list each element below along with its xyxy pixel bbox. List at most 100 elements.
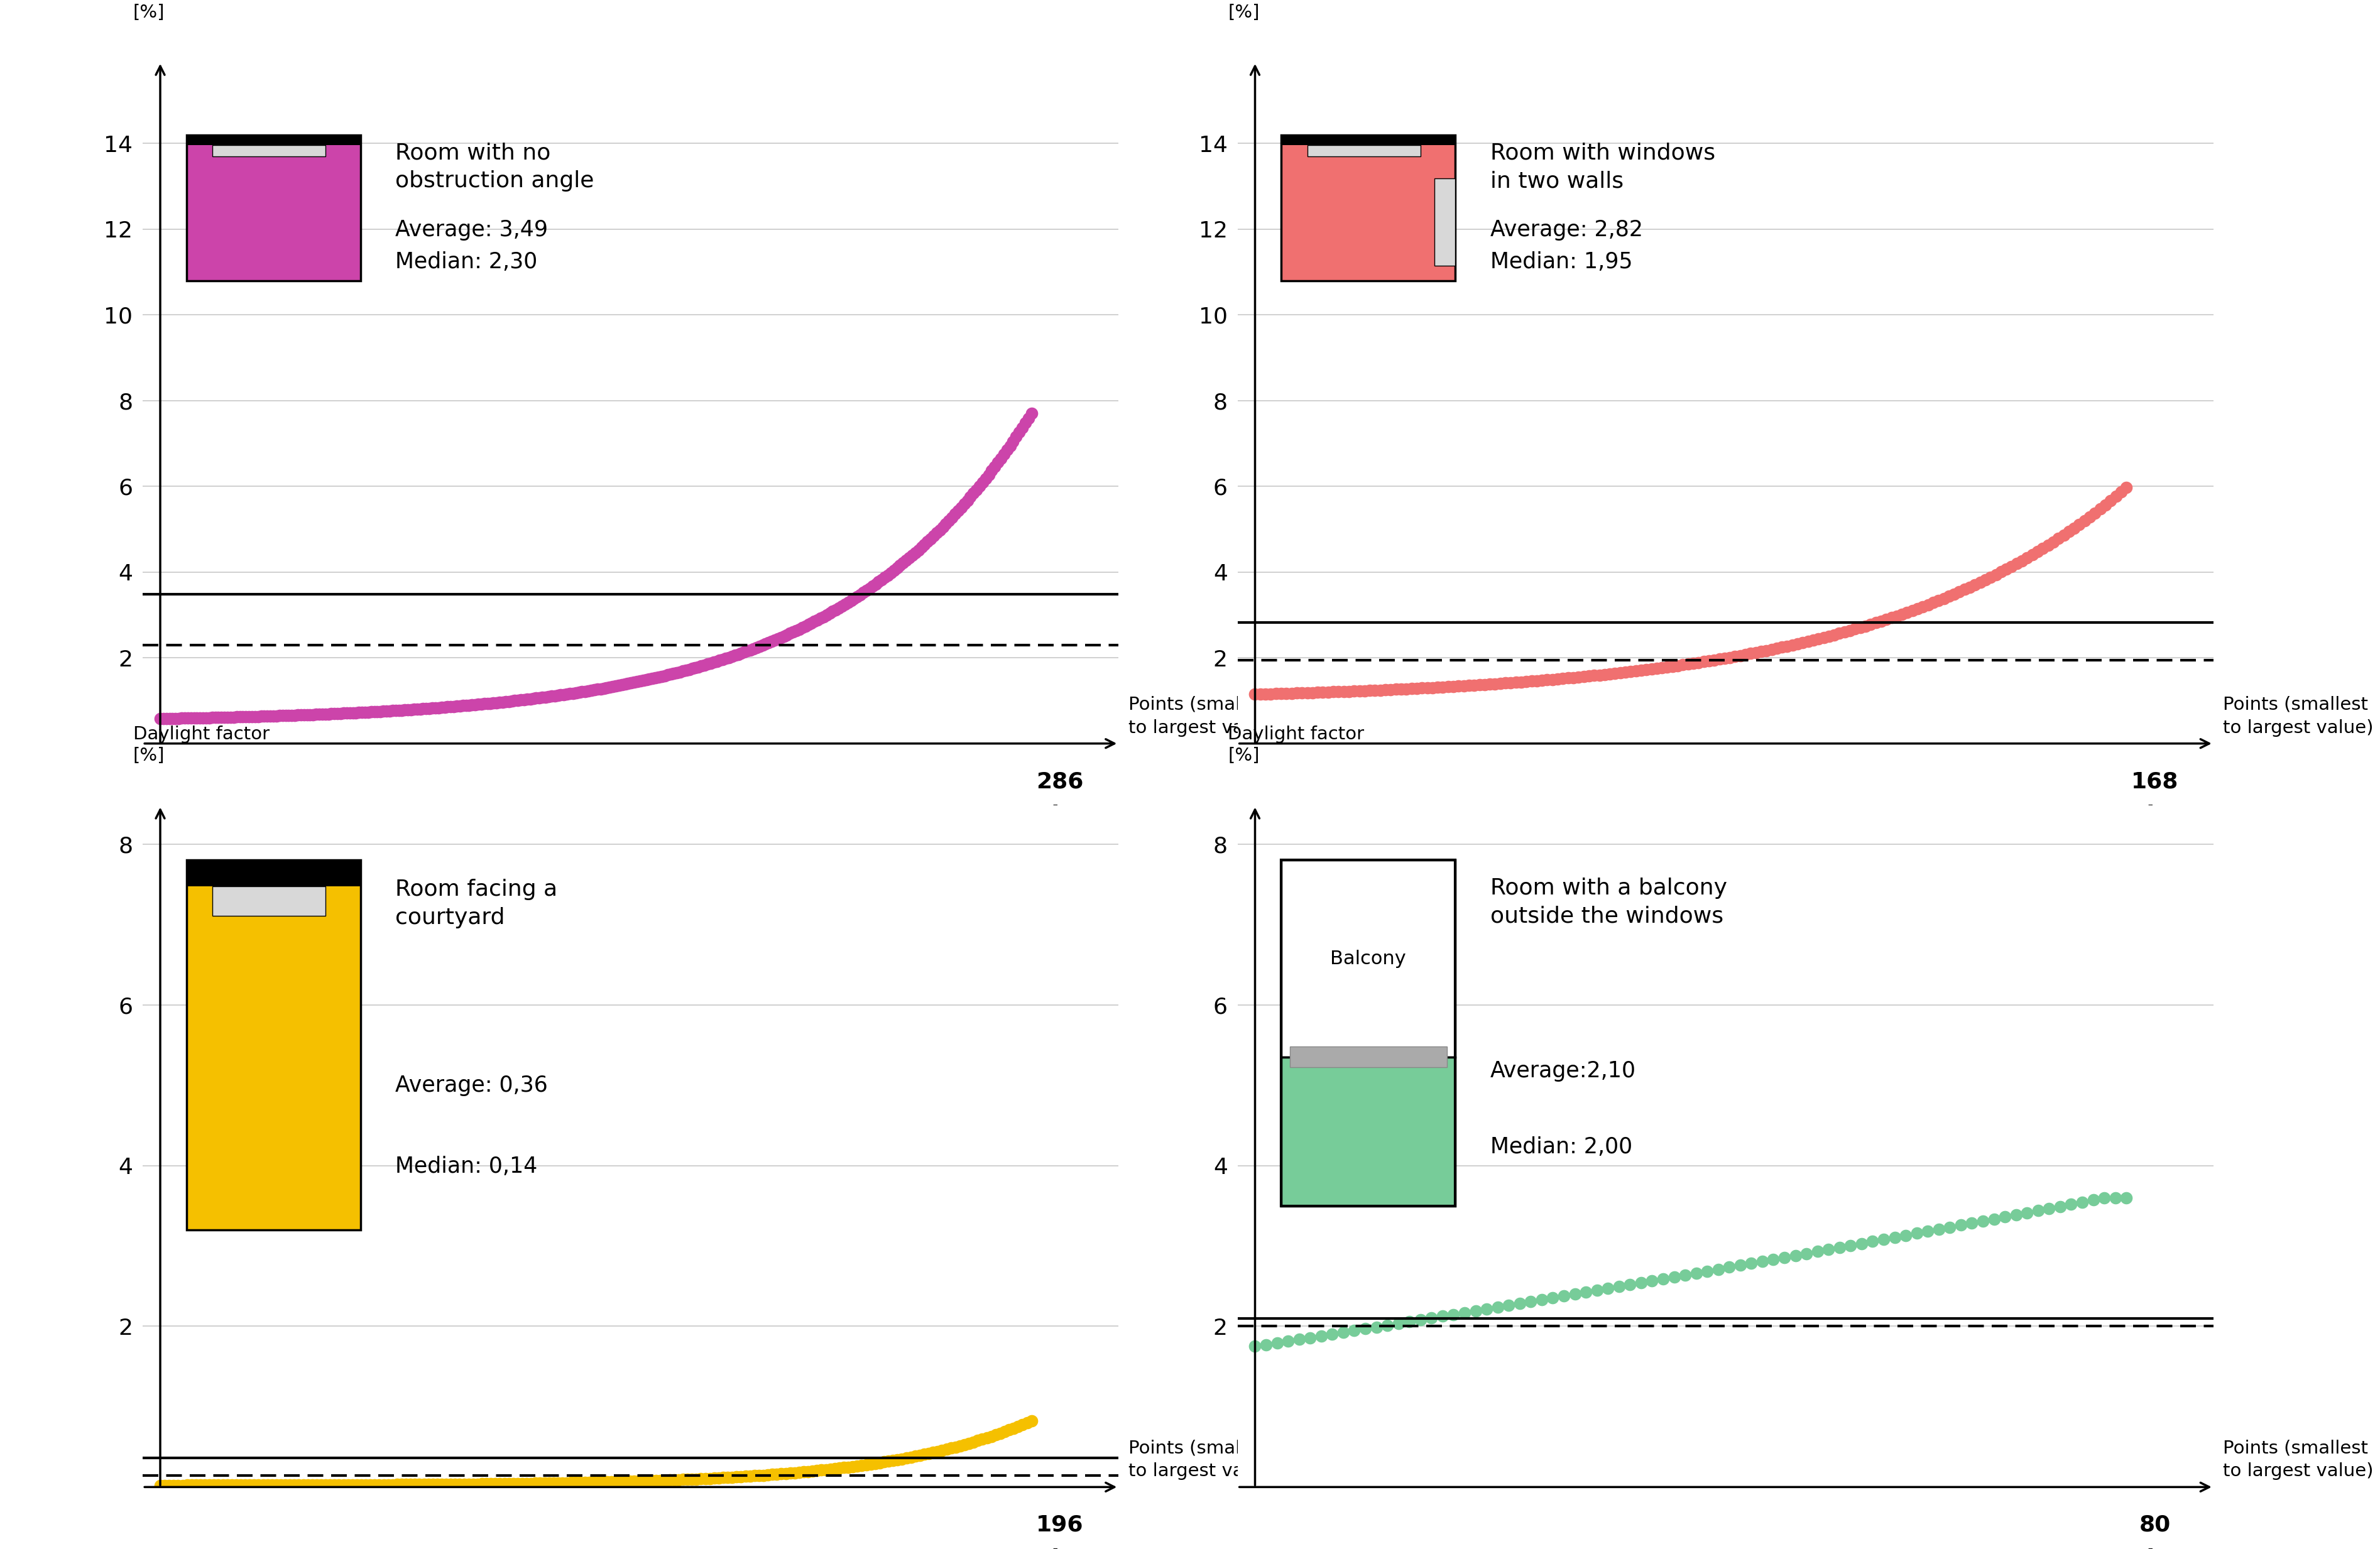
Bar <box>212 146 326 156</box>
Point <box>367 699 405 723</box>
Point <box>973 459 1011 483</box>
Point <box>1502 669 1540 694</box>
Point <box>819 595 857 620</box>
Point <box>2071 505 2109 530</box>
Point <box>1699 1256 1737 1281</box>
Point <box>269 703 307 728</box>
Point <box>569 678 607 703</box>
Point <box>1290 1326 1328 1351</box>
Point <box>747 632 785 657</box>
Point <box>405 1472 443 1496</box>
Point <box>2087 493 2125 517</box>
Point <box>507 1472 545 1496</box>
Point <box>802 606 840 630</box>
Point <box>1347 1317 1385 1341</box>
Point <box>914 524 952 548</box>
Point <box>2061 511 2099 536</box>
Point <box>1678 1261 1716 1286</box>
Point <box>600 674 638 699</box>
Point <box>776 1461 814 1485</box>
Point <box>1390 1309 1428 1334</box>
Bar <box>1435 178 1457 266</box>
Point <box>1000 1414 1038 1439</box>
Point <box>1899 596 1937 621</box>
Point <box>1235 682 1273 706</box>
Point <box>150 1473 188 1498</box>
Point <box>1402 675 1440 700</box>
Point <box>1842 615 1880 640</box>
Point <box>307 702 345 726</box>
Point <box>2009 1200 2047 1225</box>
Point <box>840 582 878 607</box>
Point <box>402 697 440 722</box>
Point <box>1457 1298 1495 1323</box>
Point <box>457 692 495 717</box>
Point <box>1690 649 1728 674</box>
Point <box>524 685 562 709</box>
Point <box>607 1468 645 1493</box>
Point <box>355 1473 393 1498</box>
Point <box>438 694 476 719</box>
Text: Average:2,10: Average:2,10 <box>1490 1061 1635 1081</box>
Point <box>1247 682 1285 706</box>
Point <box>1357 678 1395 703</box>
Point <box>774 620 812 644</box>
Point <box>700 647 738 672</box>
Point <box>988 438 1026 463</box>
Point <box>954 482 992 507</box>
Point <box>1733 1252 1771 1276</box>
Point <box>704 1465 743 1490</box>
Point <box>769 623 807 647</box>
Point <box>1545 666 1583 691</box>
Point <box>745 1462 783 1487</box>
Point <box>381 699 419 723</box>
Point <box>826 592 864 617</box>
Point <box>1864 1227 1902 1252</box>
Point <box>962 474 1000 499</box>
Point <box>536 683 574 708</box>
Text: Points (smallest
to largest value): Points (smallest to largest value) <box>2223 696 2373 737</box>
Point <box>581 677 619 702</box>
Point <box>571 1470 609 1495</box>
Point <box>440 1472 478 1496</box>
Point <box>1352 678 1390 703</box>
Point <box>1852 612 1890 637</box>
Point <box>714 1465 752 1490</box>
Point <box>1423 674 1461 699</box>
Point <box>1259 1331 1297 1355</box>
Point <box>431 694 469 719</box>
Point <box>1340 678 1378 703</box>
Point <box>450 1472 488 1496</box>
Point <box>900 538 938 562</box>
Point <box>440 694 478 719</box>
Point <box>319 702 357 726</box>
Point <box>754 1462 793 1487</box>
Point <box>828 590 866 615</box>
Point <box>286 703 324 728</box>
Point <box>812 1456 850 1481</box>
Point <box>731 638 769 663</box>
Point <box>400 1472 438 1496</box>
Point <box>1480 671 1518 696</box>
Point <box>302 702 340 726</box>
Point <box>1490 1293 1528 1318</box>
Point <box>721 641 759 666</box>
Point <box>869 1448 907 1473</box>
Point <box>1992 555 2030 579</box>
Point <box>369 1472 407 1496</box>
Point <box>1366 677 1404 702</box>
Point <box>631 666 669 691</box>
Point <box>971 1424 1009 1448</box>
Point <box>471 1472 509 1496</box>
Point <box>309 702 347 726</box>
Point <box>650 1467 688 1492</box>
Point <box>597 674 635 699</box>
Point <box>221 1473 259 1498</box>
Point <box>200 1473 238 1498</box>
Point <box>1511 1289 1549 1314</box>
Point <box>695 1465 733 1490</box>
Point <box>940 1433 978 1458</box>
Point <box>1897 1221 1935 1245</box>
Point <box>1523 668 1561 692</box>
Point <box>1559 665 1597 689</box>
